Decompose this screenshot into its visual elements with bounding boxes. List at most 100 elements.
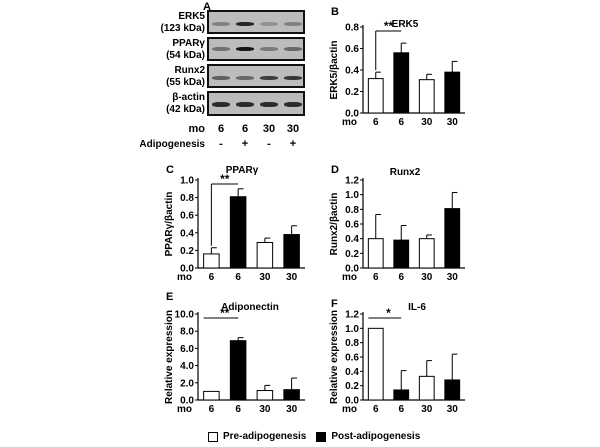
bar-pre (418, 238, 435, 269)
protein-band (212, 47, 230, 51)
y-tick-label: 0.2 (345, 87, 359, 98)
bar-post (283, 234, 300, 269)
legend: Pre-adipogenesis Post-adipogenesis (208, 431, 420, 442)
x-tick-label: 6 (398, 404, 404, 415)
blot-strip (207, 10, 305, 34)
lane-adipogenesis: + (289, 138, 297, 150)
x-axis-label: mo (177, 272, 192, 283)
y-axis-label: PPARγ/βactin (164, 192, 175, 257)
chart-c: C PPARγ PPARγ/βactin 0.0 0.2 0.4 0.6 0.8 1.0 mo 6 6… (164, 164, 305, 283)
protein-band (260, 102, 278, 107)
y-tick-label: 0.0 (345, 396, 359, 407)
y-tick-label: 0.4 (345, 367, 359, 378)
bar-post (229, 196, 247, 269)
y-tick-label: 1.0 (180, 176, 194, 187)
y-tick-label: 0.0 (180, 264, 194, 275)
y-tick-label: 0.8 (180, 193, 194, 204)
bar-post (444, 208, 461, 269)
y-tick-label: 6.0 (180, 344, 194, 355)
y-tick-label: 1.0 (345, 324, 359, 335)
protein-band (284, 22, 302, 26)
blot-strip (207, 64, 305, 88)
y-tick-label: 10.0 (175, 310, 195, 321)
lane-adipogenesis: - (219, 138, 223, 150)
y-tick-label: 0.6 (180, 211, 194, 222)
protein-size: (123 kDa) (160, 23, 205, 34)
chart-title: Runx2 (390, 167, 421, 178)
x-tick-label: 30 (259, 404, 271, 415)
protein-band (236, 47, 254, 51)
panel-letter-a: A (203, 1, 211, 13)
y-tick-label: 2.0 (180, 378, 194, 389)
x-tick-label: 30 (421, 272, 433, 283)
y-tick-label: 0.4 (180, 228, 194, 239)
bar-pre (203, 390, 220, 401)
blot-label: PPARγ (54 kDa) (150, 38, 205, 62)
blot-strip (207, 91, 305, 116)
bar-pre (256, 241, 274, 269)
y-axis-label: Runx2/βactin (329, 193, 340, 256)
lane-adipogenesis: - (267, 138, 271, 150)
bar-post (444, 71, 461, 114)
y-tick-label: 0.6 (345, 220, 359, 231)
protein-name: β-actin (172, 92, 205, 103)
x-tick-label: 6 (235, 272, 241, 283)
x-axis-label: mo (342, 117, 357, 128)
y-tick-label: 0.2 (345, 249, 359, 260)
chart-e: E Adiponectin Relative expression 0.0 2.0 4.0… (164, 292, 305, 415)
x-tick-label: 30 (421, 404, 433, 415)
protein-band (236, 22, 254, 26)
y-tick-label: 0.0 (180, 396, 194, 407)
chart-d: D Runx2 Runx2/βactin 0.0 0.2 0.4 0.6 0.8 1.0 1.2 m… (329, 164, 465, 283)
legend-swatch-pre (208, 431, 218, 442)
y-tick-label: 1.2 (345, 310, 359, 321)
protein-band (260, 22, 278, 26)
x-tick-label: 6 (398, 272, 404, 283)
y-axis-label: Relative expression (329, 310, 340, 404)
panel-letter: B (331, 6, 339, 18)
bar-post (229, 340, 247, 401)
x-tick-label: 30 (447, 272, 459, 283)
bar-pre (256, 390, 274, 401)
protein-band (212, 102, 230, 107)
protein-size: (55 kDa) (166, 77, 205, 88)
protein-name: PPARγ (172, 38, 205, 49)
blot-label: ERK5 (123 kDa) (150, 11, 205, 35)
x-tick-label: 6 (209, 404, 215, 415)
x-tick-label: 30 (421, 117, 433, 128)
protein-name: ERK5 (178, 11, 205, 22)
bar-post (393, 52, 410, 114)
protein-band (284, 102, 302, 107)
significance-marker: * (386, 306, 391, 320)
mo-row-label: mo (188, 123, 206, 135)
significance-marker: ** (220, 306, 230, 320)
y-tick-label: 8.0 (180, 327, 194, 338)
chart-f: F IL-6 Relative expression 0.0 0.2 0.4 0.6 0.8 1… (329, 298, 465, 415)
x-axis-label: mo (177, 404, 192, 415)
x-tick-label: 6 (235, 404, 241, 415)
lane-adipogenesis: + (241, 138, 249, 150)
y-axis-label: ERK5/βactin (329, 41, 340, 100)
y-tick-label: 0.6 (345, 353, 359, 364)
y-tick-label: 0.4 (345, 234, 359, 245)
chart-title: ERK5 (392, 19, 419, 30)
legend-label-post: Post-adipogenesis (331, 431, 421, 442)
bar-pre (203, 253, 220, 269)
bar-pre (367, 238, 384, 269)
x-tick-label: 6 (373, 117, 379, 128)
protein-size: (54 kDa) (166, 50, 205, 61)
x-axis-label: mo (342, 272, 357, 283)
x-tick-label: 30 (447, 117, 459, 128)
protein-name: Runx2 (174, 65, 205, 76)
x-tick-label: 6 (398, 117, 404, 128)
protein-band (236, 76, 254, 80)
x-tick-label: 6 (209, 272, 215, 283)
y-tick-label: 0.8 (345, 338, 359, 349)
y-tick-label: 0.8 (345, 23, 359, 34)
bar-post (444, 379, 461, 401)
y-tick-label: 0.2 (180, 246, 194, 257)
lane-mo: 6 (241, 123, 249, 135)
protein-band (284, 47, 302, 51)
x-tick-label: 6 (373, 272, 379, 283)
chart-title: IL-6 (408, 302, 426, 313)
